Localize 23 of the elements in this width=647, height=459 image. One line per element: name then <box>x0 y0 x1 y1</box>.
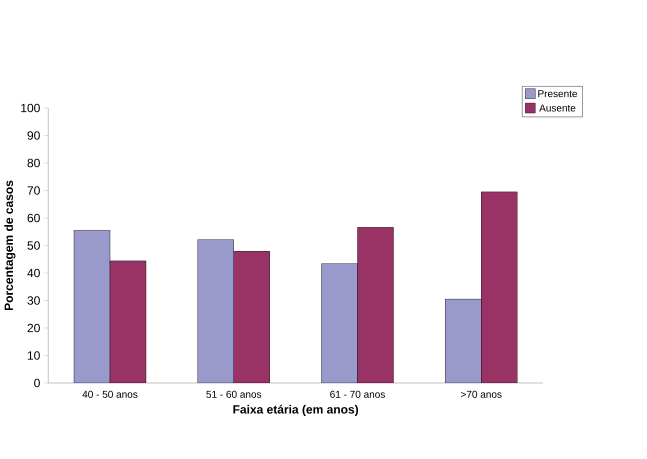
y-tick-label: 40 <box>27 268 40 278</box>
y-tick-label: 60 <box>28 214 40 222</box>
y-tick-label: 90 <box>28 131 40 140</box>
x-axis-title: Faixa etária (em anos) <box>233 404 358 416</box>
x-tick-label: 51 - 60 anos <box>206 390 262 398</box>
y-tick-label: 70 <box>28 186 40 195</box>
x-tick-label: 40 - 50 anos <box>82 390 138 398</box>
y-tick-label: 80 <box>28 158 40 168</box>
y-tick-label: 100 <box>21 104 40 112</box>
y-axis-title: Porcentagem de casos <box>4 180 16 310</box>
y-tick-label: 0 <box>34 378 40 388</box>
bar <box>357 227 394 383</box>
bar <box>234 251 270 383</box>
y-tick-label: 20 <box>28 324 40 332</box>
x-tick-label: 61 - 70 anos <box>330 390 385 398</box>
bar <box>110 260 146 383</box>
legend-label: Presente <box>538 90 578 98</box>
x-tick-label: >70 anos <box>461 390 502 398</box>
y-tick-label: 50 <box>27 241 40 250</box>
y-tick-label: 30 <box>27 296 40 305</box>
y-tick-label: 10 <box>28 351 40 360</box>
bar <box>481 192 518 383</box>
legend-label: Ausente <box>539 104 576 112</box>
